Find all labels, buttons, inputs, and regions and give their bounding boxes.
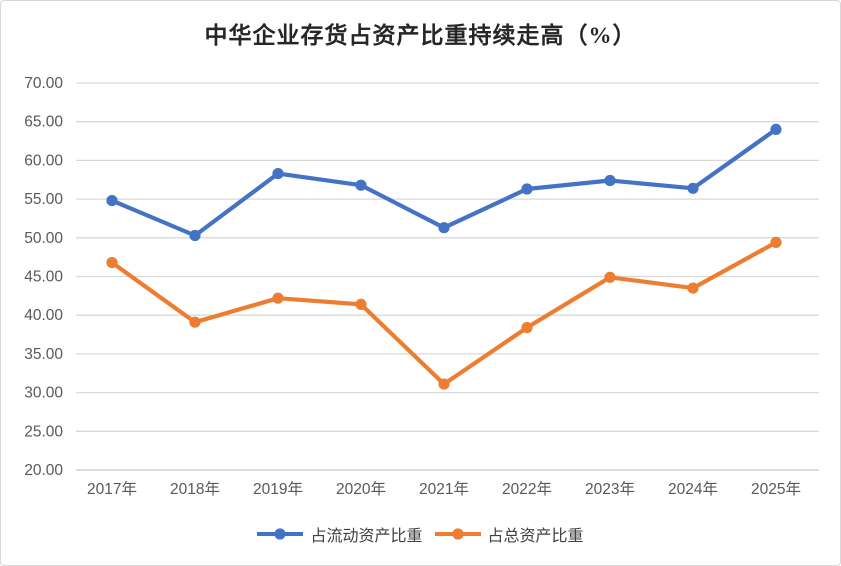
legend-item: 占总资产比重 (434, 522, 584, 546)
data-point-marker (189, 229, 201, 242)
data-point-marker (521, 183, 533, 195)
chart-legend: 占流动资产比重 占总资产比重 (1, 522, 840, 546)
series-line (109, 127, 779, 238)
x-axis-category-label: 2018年 (170, 480, 220, 498)
y-axis-tick-label: 70.00 (24, 75, 63, 92)
y-axis-tick-label: 55.00 (24, 191, 63, 208)
y-axis-tick-label: 50.00 (24, 230, 63, 247)
legend-line-marker-icon (257, 528, 304, 540)
data-point-marker (770, 236, 782, 248)
legend-label: 占总资产比重 (487, 528, 584, 545)
y-axis-tick-label: 20.00 (24, 462, 63, 479)
x-axis-category-label: 2021年 (419, 480, 469, 498)
y-axis-tick-label: 25.00 (24, 423, 63, 440)
legend-item: 占流动资产比重 (257, 522, 423, 546)
data-point-marker (106, 195, 118, 207)
y-axis-tick-label: 40.00 (24, 307, 63, 324)
data-point-marker (272, 168, 284, 180)
y-axis-tick-label: 65.00 (24, 114, 63, 131)
data-point-marker (687, 182, 699, 194)
series-line (109, 240, 779, 387)
data-point-marker (106, 257, 118, 269)
data-point-marker (604, 271, 616, 283)
legend-line-marker-icon (434, 528, 481, 540)
data-point-marker (770, 123, 782, 135)
data-point-marker (272, 292, 284, 304)
x-axis-category-label: 2020年 (336, 480, 386, 498)
y-axis-tick-label: 30.00 (24, 385, 63, 402)
data-point-marker (355, 298, 367, 310)
x-axis-category-label: 2022年 (502, 480, 552, 498)
y-axis-tick-label: 60.00 (24, 152, 63, 169)
data-point-marker (604, 174, 616, 187)
data-point-marker (438, 222, 450, 234)
x-axis-category-label: 2019年 (253, 480, 303, 498)
legend-label: 占流动资产比重 (310, 528, 423, 545)
y-axis-tick-label: 35.00 (24, 346, 63, 363)
chart-title: 中华企业存货占资产比重持续走高（%） (204, 23, 637, 48)
data-point-marker (687, 282, 699, 294)
x-axis-category-label: 2017年 (87, 480, 137, 498)
y-axis-tick-label: 45.00 (24, 269, 63, 286)
x-axis-category-label: 2023年 (585, 480, 635, 498)
data-point-marker (438, 378, 450, 390)
x-axis-category-label: 2025年 (751, 480, 801, 498)
data-point-marker (189, 316, 201, 328)
x-axis-category-label: 2024年 (668, 480, 718, 498)
data-point-marker (521, 322, 533, 334)
data-point-marker (355, 179, 367, 191)
